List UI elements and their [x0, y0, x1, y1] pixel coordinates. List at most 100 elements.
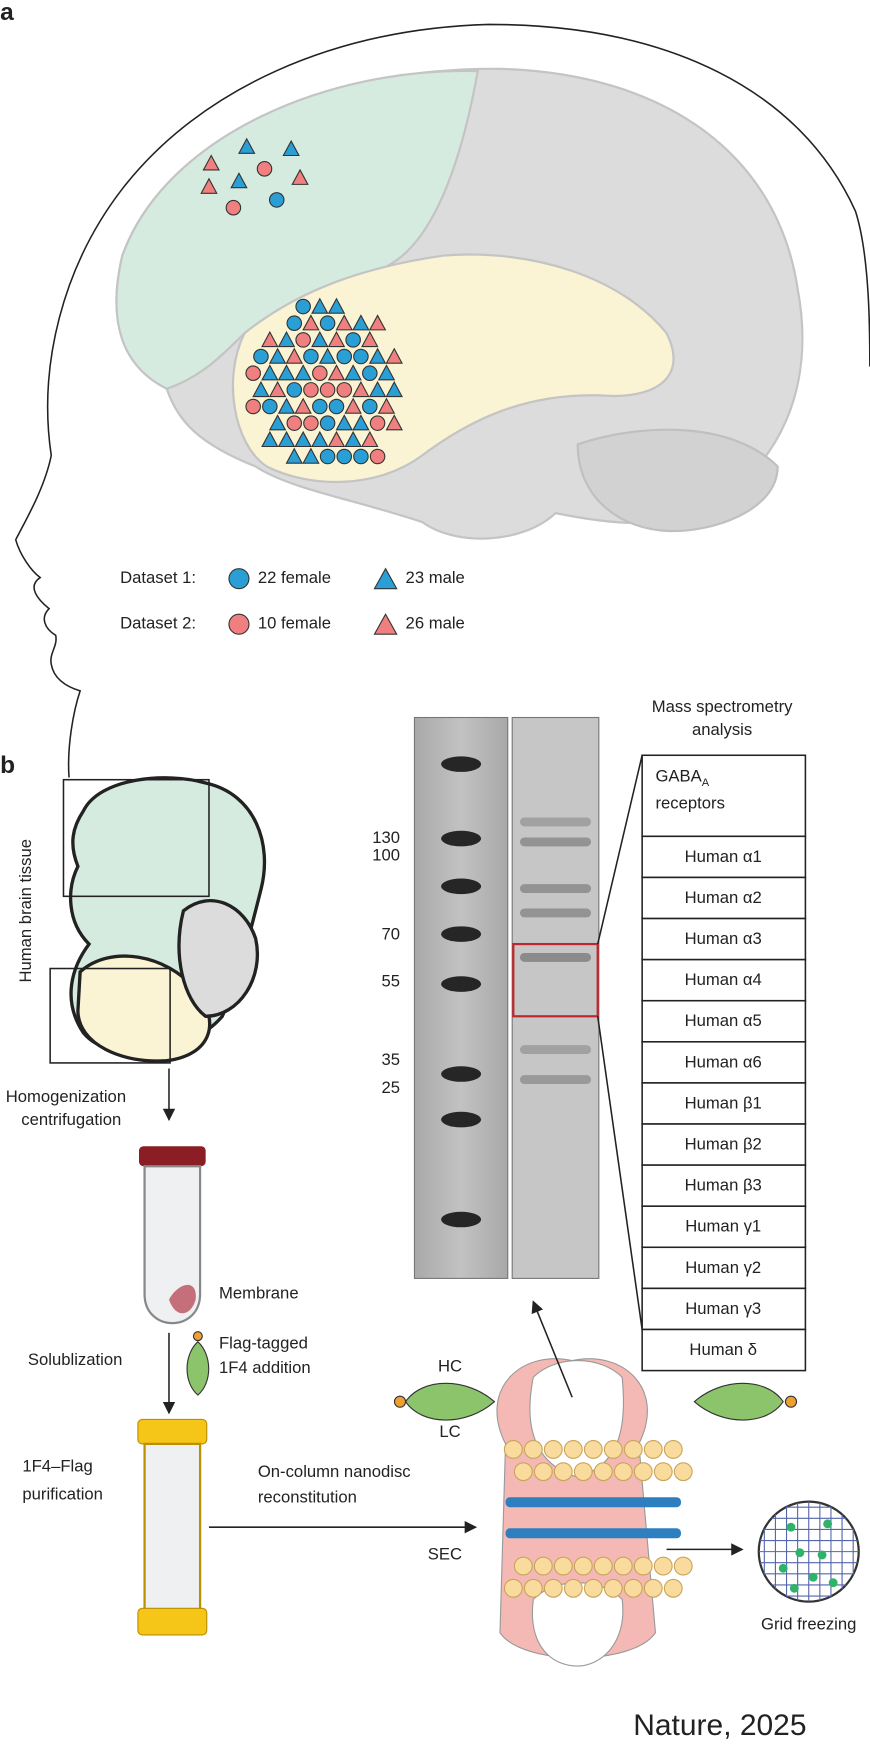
sample-symbol: [312, 398, 328, 415]
tube-cap: [139, 1146, 206, 1167]
sample-symbol: [319, 315, 336, 331]
particle: [817, 1550, 827, 1560]
lipid: [633, 1462, 653, 1482]
sample-symbol: [295, 298, 311, 315]
sample-symbol: [385, 414, 403, 431]
sample-symbol: [362, 398, 378, 415]
table-cell: [641, 1123, 807, 1166]
lipid: [603, 1578, 623, 1598]
slice-temporal: [76, 954, 212, 1063]
sample-symbol: [327, 330, 346, 348]
sample-symbol: [311, 430, 329, 448]
lipid: [503, 1578, 523, 1598]
particle: [778, 1563, 788, 1573]
sample-symbol: [385, 380, 403, 398]
lipid: [653, 1556, 673, 1576]
lipid: [633, 1556, 653, 1576]
lipid: [543, 1578, 563, 1598]
sample-symbol: [336, 448, 353, 465]
selected-band-box: [512, 942, 599, 1018]
sample-symbol: [377, 397, 396, 414]
sample-symbol: [268, 414, 287, 431]
sample-band: [519, 817, 592, 827]
sample-symbol: [319, 382, 336, 398]
sample-symbol: [369, 415, 386, 431]
lipid: [603, 1440, 623, 1459]
sample-symbol: [319, 448, 336, 465]
table-row-label: Human α1: [685, 847, 762, 866]
lipid: [663, 1440, 683, 1459]
lipid: [613, 1556, 633, 1576]
lipid: [623, 1578, 643, 1598]
membrane-label: Membrane: [219, 1283, 299, 1302]
flag-tag: [192, 1331, 203, 1342]
lipid: [593, 1462, 613, 1482]
sample-symbol: [361, 330, 379, 348]
particle: [786, 1522, 796, 1532]
table-row-label: Human γ2: [685, 1258, 761, 1277]
lipid: [663, 1578, 683, 1598]
sample-symbol: [268, 380, 287, 398]
table-row-label: Human α6: [685, 1052, 762, 1071]
particle: [823, 1519, 833, 1529]
flag-tag: [784, 1395, 798, 1408]
sample-symbol: [277, 330, 296, 348]
sample-symbol: [362, 365, 378, 381]
sample-symbol: [225, 199, 242, 216]
cerebellum: [576, 428, 779, 533]
lipid: [673, 1462, 693, 1482]
sample-symbol: [318, 347, 337, 364]
table-row-label: Human α3: [685, 929, 762, 948]
marker-band: [441, 1211, 482, 1228]
nanodisc: [503, 1440, 693, 1598]
region-box: [62, 778, 210, 898]
chain-label: HC: [438, 1357, 462, 1376]
sample-symbol: [369, 448, 386, 465]
sample-symbol: [335, 414, 353, 431]
sample-symbol: [311, 330, 329, 348]
particle: [808, 1572, 818, 1582]
lipid: [563, 1578, 583, 1598]
sample-symbol: [368, 347, 387, 364]
lipid: [593, 1556, 613, 1576]
sample-symbol: [261, 330, 279, 348]
lipid: [533, 1556, 553, 1576]
table-row-label: Human δ: [689, 1340, 757, 1359]
step-label: reconstitution: [258, 1488, 357, 1507]
marker-band: [441, 1111, 482, 1128]
step-label: 1F4–Flag: [22, 1457, 92, 1476]
sample-symbol: [335, 314, 353, 331]
table-row-label: Human α5: [685, 1011, 762, 1030]
marker-label: 70: [381, 925, 400, 944]
table-cell: [641, 1041, 807, 1084]
lipid: [513, 1462, 533, 1482]
sample-symbol: [361, 430, 379, 448]
legend-female: 10 female: [258, 614, 331, 633]
lipid: [523, 1440, 543, 1459]
legend-male: 23 male: [406, 568, 465, 587]
sample-symbol: [294, 364, 312, 381]
table-row-label: Human β3: [685, 1176, 762, 1195]
lipid: [613, 1462, 633, 1482]
table-row-label: Human β2: [685, 1135, 762, 1154]
particle: [828, 1578, 838, 1588]
table-row-label: Human γ1: [685, 1217, 761, 1236]
sample-dots: [200, 137, 403, 465]
lipid: [553, 1556, 573, 1576]
marker-band: [441, 878, 482, 895]
legend-symbol: [228, 613, 250, 635]
sample-symbol: [352, 314, 370, 331]
table-cell: [641, 958, 807, 1002]
sample-symbol: [238, 137, 256, 154]
particle: [789, 1583, 799, 1593]
sample-symbol: [327, 430, 346, 448]
gel-marker-lane: [413, 716, 509, 1279]
lipid: [673, 1556, 693, 1576]
legend: Dataset 1: 22 female 23 male Dataset 2: …: [120, 567, 465, 635]
lipid: [573, 1556, 593, 1576]
sample-symbol: [277, 364, 296, 381]
sample-symbol: [336, 348, 353, 365]
step-label: On-column nanodisc: [258, 1462, 411, 1481]
column-base: [137, 1607, 208, 1636]
